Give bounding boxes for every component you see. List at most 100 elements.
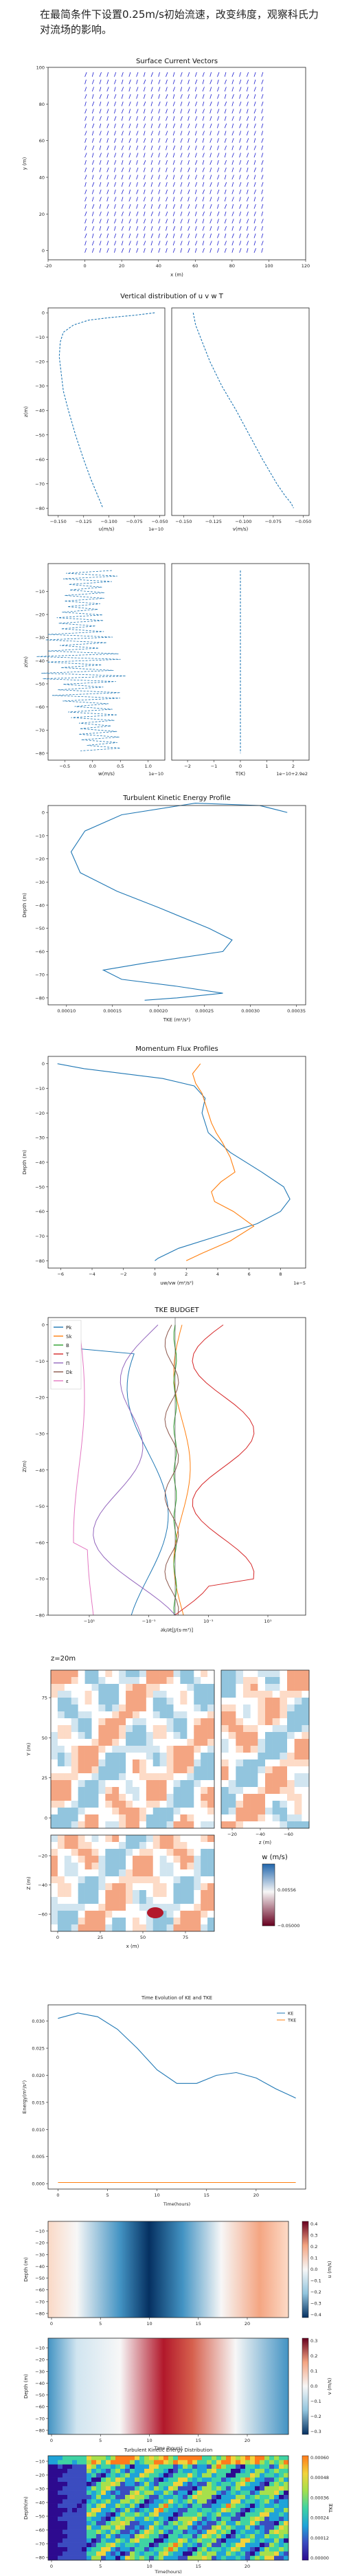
w-main-cell: [57, 1753, 65, 1760]
vector-arrow: [136, 226, 139, 231]
w-main-cell: [91, 1705, 99, 1712]
w-main-cell: [78, 1821, 85, 1829]
tke-cell: [216, 2460, 222, 2465]
vector-arrow: [194, 109, 197, 114]
tke-cell: [125, 2529, 131, 2535]
tke-cell: [183, 2529, 188, 2535]
w-main-cell: [194, 1787, 201, 1795]
w-main-cell: [133, 1780, 140, 1788]
tke-cell: [144, 2516, 150, 2522]
w-main-cell: [133, 1787, 140, 1795]
vector-arrow: [224, 197, 227, 202]
vectors-x-tick-label: 100: [264, 263, 273, 269]
vector-arrow: [114, 182, 116, 187]
vector-arrow: [121, 167, 124, 173]
w-main-cell: [71, 1814, 78, 1822]
w-side-cell: [287, 1787, 295, 1795]
vector-arrow: [150, 160, 153, 165]
w-bottom-cell: [173, 1897, 181, 1905]
w-main-cell: [166, 1718, 174, 1726]
w-main-cell: [105, 1711, 113, 1719]
vector-arrow: [188, 189, 190, 195]
tke-cell: [149, 2508, 155, 2513]
vector-arrow: [84, 94, 87, 99]
w-side-cell: [265, 1746, 273, 1753]
tke-cell: [226, 2499, 231, 2504]
w-main-cell: [139, 1677, 147, 1685]
w-main-cell: [84, 1718, 92, 1726]
colorbar-tick: 0.2: [310, 2244, 317, 2250]
hov-x-1-tick-label: 15: [196, 2438, 201, 2443]
w-side-cell: [280, 1711, 288, 1719]
w-bottom-cell: [201, 1890, 208, 1898]
tke-cell: [91, 2534, 97, 2539]
w-side-cell: [258, 1766, 266, 1774]
tke-cell: [82, 2508, 87, 2513]
w-main-cell: [152, 1677, 160, 1685]
tke-cell: [125, 2495, 131, 2500]
w-bottom-cell: [139, 1849, 147, 1856]
vector-arrow: [158, 167, 161, 173]
w-main-cell: [173, 1698, 181, 1705]
vector-arrow: [231, 72, 234, 77]
tke-cell: [106, 2460, 111, 2465]
tke-cell: [274, 2499, 280, 2504]
tke-cell: [63, 2495, 68, 2500]
vector-arrow: [158, 204, 161, 209]
budget-line-Π: [93, 1324, 176, 1616]
vector-arrow: [209, 94, 212, 99]
y-axis-label: Depth (m): [22, 893, 27, 918]
w-main-cell: [71, 1684, 78, 1691]
w-main-cell: [64, 1780, 72, 1788]
w-side-cell: [294, 1759, 302, 1767]
vector-arrow: [188, 175, 190, 180]
vector-arrow: [224, 153, 227, 158]
vector-arrow: [209, 145, 212, 151]
vector-arrow: [194, 160, 198, 165]
vector-arrow: [91, 79, 95, 85]
vector-arrow: [188, 197, 190, 202]
tke-cell: [139, 2555, 145, 2561]
w-bottom-y-tick-label: −40: [38, 1883, 47, 1888]
tke-cell: [269, 2534, 275, 2539]
w-bottom-y-tick-label: −60: [38, 1912, 47, 1918]
w-main-cell: [126, 1684, 133, 1691]
w-bottom-cell: [57, 1890, 65, 1898]
tke-cell: [67, 2460, 73, 2465]
w-main-cell: [194, 1677, 201, 1685]
vector-arrow: [231, 175, 234, 180]
tke-cell: [221, 2555, 227, 2561]
w-side-cell: [258, 1711, 266, 1719]
u-hovmoller-field: [48, 2221, 288, 2318]
tke-cell: [216, 2547, 222, 2552]
vector-arrow: [121, 94, 124, 99]
w-main-cell: [84, 1670, 92, 1678]
tke-cell: [163, 2534, 169, 2539]
tke-cell: [106, 2464, 111, 2469]
vector-arrow: [188, 101, 190, 107]
tke-cell: [255, 2482, 260, 2487]
legend-label-Pk: Pk: [66, 1325, 72, 1331]
vector-arrow: [150, 79, 153, 85]
vector-arrow: [166, 241, 168, 246]
w-main-cell: [207, 1801, 215, 1808]
w-side-cell: [236, 1780, 244, 1788]
w-main-cell: [207, 1753, 215, 1760]
w-main-cell: [64, 1732, 72, 1740]
tke-cell: [159, 2508, 164, 2513]
w-side-cell: [228, 1821, 236, 1829]
w-main-cell: [105, 1718, 113, 1726]
w-main-cell: [159, 1801, 167, 1808]
vector-arrow: [224, 219, 227, 224]
w-main-cell: [159, 1732, 167, 1740]
w-side-cell: [302, 1725, 310, 1733]
w-main-cell: [180, 1677, 188, 1685]
w-side-cell: [302, 1808, 310, 1815]
w-main-cell: [194, 1753, 201, 1760]
tke-cell: [284, 2456, 289, 2461]
vector-arrow: [99, 189, 102, 195]
colorbar-tick: 0.4: [310, 2221, 317, 2227]
w-main-cell: [180, 1801, 188, 1808]
tke-cell: [269, 2516, 275, 2522]
w-side-cell: [280, 1670, 288, 1678]
